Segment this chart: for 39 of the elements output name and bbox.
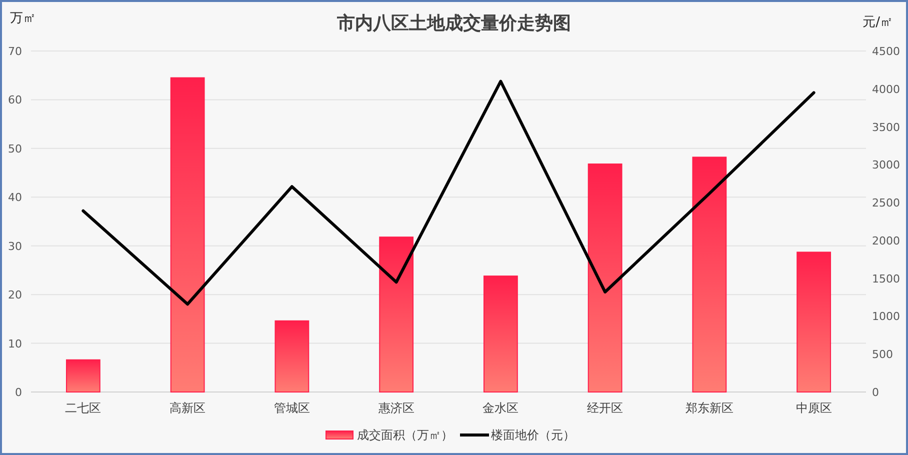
y-tick-label: 50 <box>8 142 22 156</box>
x-tick-label: 高新区 <box>170 401 206 415</box>
y2-tick-label: 2500 <box>872 196 900 210</box>
x-tick-label: 中原区 <box>796 401 832 415</box>
bar <box>170 77 205 392</box>
y-tick-label: 70 <box>8 45 22 58</box>
y2-tick-label: 4000 <box>872 82 900 96</box>
y-tick-label: 60 <box>8 94 22 107</box>
y2-tick-label: 500 <box>872 348 893 362</box>
legend-label: 楼面地价（元） <box>491 428 575 442</box>
y2-axis-title: 元/㎡ <box>862 15 893 30</box>
x-tick-label: 管城区 <box>274 401 310 415</box>
y2-tick-label: 3000 <box>872 158 900 172</box>
y-tick-label: 30 <box>8 240 22 253</box>
y-tick-label: 20 <box>8 288 22 302</box>
x-tick-label: 惠济区 <box>377 401 414 415</box>
x-tick-label: 二七区 <box>65 401 102 415</box>
y2-tick-label: 4500 <box>872 45 900 58</box>
bar <box>588 164 622 392</box>
y2-tick-label: 0 <box>872 386 879 399</box>
legend-label: 成交面积（万㎡） <box>357 428 453 442</box>
y-tick-label: 40 <box>8 191 22 204</box>
y2-tick-label: 1000 <box>872 310 900 324</box>
bar <box>379 236 414 392</box>
y-tick-label: 0 <box>15 386 22 399</box>
y2-tick-label: 1500 <box>872 272 900 286</box>
y-axis-title: 万㎡ <box>10 11 36 26</box>
y2-tick-label: 2000 <box>872 234 900 248</box>
x-tick-label: 金水区 <box>482 401 519 415</box>
bar <box>692 156 727 392</box>
bar <box>274 320 310 392</box>
x-tick-label: 郑东新区 <box>685 401 734 415</box>
bar <box>66 359 100 392</box>
title: 市内八区土地成交量价走势图 <box>337 13 571 34</box>
x-tick-label: 经开区 <box>587 401 624 415</box>
y-tick-label: 10 <box>8 337 22 350</box>
y2-tick-label: 3500 <box>872 120 900 134</box>
bar <box>796 252 832 392</box>
bar <box>483 276 518 392</box>
